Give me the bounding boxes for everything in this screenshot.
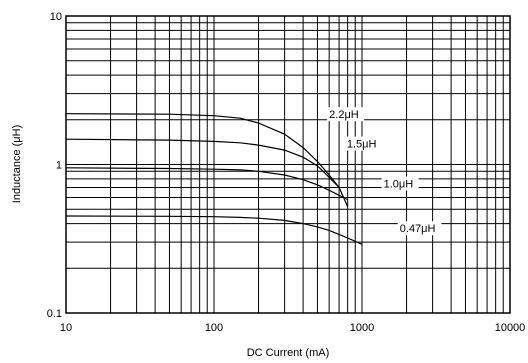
- label-layer: 10 100 1000 10000 0.1 1 10 2.2μH 1.5μH 1.0μH 0.47μ…: [47, 11, 526, 334]
- y-axis-label: Inductance (μH): [11, 125, 23, 203]
- x-axis-label: DC Current (mA): [247, 347, 330, 359]
- x-tick-label: 1000: [350, 322, 374, 334]
- grid-layer: [66, 16, 510, 313]
- x-tick-label: 100: [205, 322, 223, 334]
- curve-annotation: 1.0μH: [384, 179, 414, 191]
- x-tick-label: 10: [60, 322, 72, 334]
- series-line: [65, 138, 349, 207]
- x-tick-label: 10000: [495, 322, 526, 334]
- y-tick-label: 1: [56, 160, 62, 172]
- curve-layer: [65, 113, 363, 245]
- curve-annotation: 0.47μH: [400, 223, 436, 235]
- series-line: [65, 215, 363, 245]
- curve-annotation: 1.5μH: [347, 139, 377, 151]
- series-line: [65, 113, 340, 188]
- annotation-background: [344, 136, 382, 151]
- annotation-background: [327, 107, 365, 122]
- curve-annotation: 2.2μH: [329, 109, 359, 121]
- y-tick-label: 10: [50, 11, 62, 23]
- series-line: [65, 167, 348, 201]
- plot-frame: [65, 15, 511, 314]
- y-tick-label: 0.1: [47, 308, 62, 320]
- annotation-background: [397, 221, 442, 236]
- annotation-background: [381, 176, 419, 191]
